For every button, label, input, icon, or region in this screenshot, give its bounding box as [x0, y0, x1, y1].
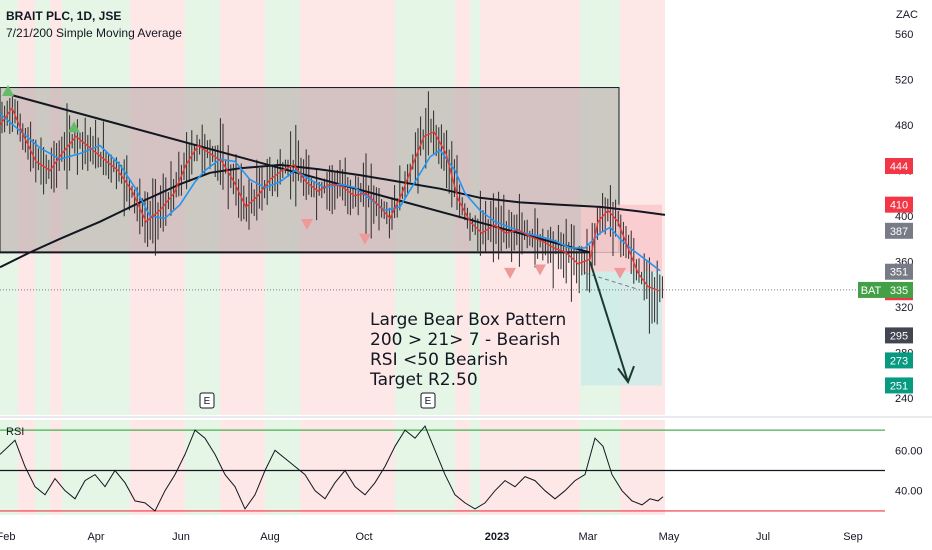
- price-badge-label: 444: [890, 161, 908, 173]
- zone-rsi-16: [480, 420, 580, 515]
- indicator-title[interactable]: 7/21/200 Simple Moving Average: [6, 26, 182, 40]
- y-tick-label: 520: [895, 75, 913, 87]
- zone-rsi-15: [470, 420, 480, 515]
- zone-rsi-10: [265, 420, 300, 515]
- earnings-marker-label: E: [425, 396, 432, 407]
- price-badge: [885, 196, 913, 213]
- price-badge: [885, 377, 913, 394]
- price-badge-label: 273: [890, 355, 908, 367]
- x-tick-label: Aug: [260, 531, 280, 543]
- x-tick-label: Feb: [0, 531, 15, 543]
- x-tick-label: May: [659, 531, 680, 543]
- sell-signal-icon: [301, 218, 313, 230]
- rsi-y-tick-label: 60.00: [895, 445, 923, 457]
- x-tick-label: Jun: [172, 531, 190, 543]
- annotation-line-4: Target R2.50: [370, 370, 478, 390]
- zone-rsi-14: [455, 420, 470, 515]
- x-tick-label: Jul: [756, 531, 770, 543]
- price-badge-label: 351: [890, 267, 908, 279]
- buy-signal-icon: [68, 121, 80, 133]
- zone-rsi-5: [75, 420, 130, 515]
- annotation-line-3: RSI <50 Bearish: [370, 350, 509, 370]
- zone-rsi-12: [340, 420, 395, 515]
- bear-box: [0, 87, 620, 253]
- target-arrow-line: [589, 261, 629, 383]
- target-zone: [581, 271, 662, 386]
- rsi-title[interactable]: RSI: [6, 426, 25, 438]
- zone-rsi-13: [395, 420, 455, 515]
- zone-rsi-0: [0, 420, 18, 515]
- zone-rsi-1: [18, 420, 35, 515]
- price-badge-label: 251: [890, 380, 908, 392]
- annotation-line-2: 200 > 21> 7 - Bearish: [370, 330, 561, 350]
- sell-signal-icon: [534, 264, 546, 276]
- price-badge-label: 410: [890, 200, 908, 212]
- y-tick-label: 400: [895, 211, 913, 223]
- sell-signal-icon: [359, 233, 371, 245]
- symbol-title[interactable]: BRAIT PLC, 1D, JSE: [6, 9, 122, 23]
- price-badge-label: 295: [890, 330, 908, 342]
- x-tick-label: Apr: [87, 531, 104, 543]
- zone-rsi-9: [220, 420, 265, 515]
- sma-line-sma-200: [0, 163, 666, 269]
- target-arrow-icon: [617, 365, 635, 385]
- y-tick-label: 240: [895, 393, 913, 405]
- zone-rsi-8: [185, 420, 220, 515]
- y-tick-label: 560: [895, 29, 913, 41]
- current-price-value: 335: [890, 285, 908, 297]
- price-badge: [885, 158, 913, 174]
- annotation-line-1: Large Bear Box Pattern: [370, 310, 567, 330]
- current-price-symbol: BAT: [861, 285, 882, 297]
- sma-line-sma-21: [0, 113, 661, 272]
- zone-rsi-11: [300, 420, 340, 515]
- zone-rsi-6: [130, 420, 150, 515]
- annotation-text[interactable]: Large Bear Box Pattern 200 > 21> 7 - Bea…: [370, 310, 566, 390]
- price-badge: [885, 263, 913, 280]
- zone-rsi-4: [62, 420, 75, 515]
- rsi-y-tick-label: 40.00: [895, 486, 923, 498]
- earnings-marker-box: [420, 392, 436, 409]
- chart-header: BRAIT PLC, 1D, JSE 7/21/200 Simple Movin…: [6, 8, 182, 42]
- zone-rsi-2: [35, 420, 50, 515]
- price-badge-label: 387: [890, 226, 908, 238]
- x-tick-label: Oct: [355, 531, 372, 543]
- x-tick-label: 2023: [485, 531, 509, 543]
- buy-signal-icon: [2, 84, 14, 96]
- x-tick-label: Mar: [579, 531, 598, 543]
- zone-rsi-17: [580, 420, 620, 515]
- current-price-tag: [858, 281, 885, 298]
- price-badge: [885, 352, 913, 369]
- sell-signal-icon: [504, 267, 516, 279]
- sma-line-sma-7: [0, 106, 661, 292]
- sell-signal-icon: [614, 267, 626, 279]
- price-badge: [885, 327, 913, 344]
- zone-rsi-3: [50, 420, 62, 515]
- earnings-marker-label: E: [204, 396, 211, 407]
- y-tick-label: 320: [895, 302, 913, 314]
- price-unit: ZAC: [896, 9, 918, 21]
- y-tick-label: 480: [895, 120, 913, 132]
- price-badge: [885, 222, 913, 239]
- zone-rsi-7: [150, 420, 185, 515]
- earnings-marker-box: [199, 392, 215, 409]
- x-tick-label: Sep: [843, 531, 863, 543]
- current-price-badge: [885, 281, 913, 298]
- rsi-line: [0, 425, 664, 512]
- zone-rsi-18: [620, 420, 665, 515]
